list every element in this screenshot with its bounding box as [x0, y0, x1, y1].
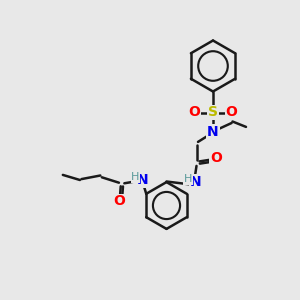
- Text: O: O: [188, 106, 200, 119]
- Text: O: O: [113, 194, 125, 208]
- Text: O: O: [210, 152, 222, 165]
- Text: H: H: [184, 174, 192, 184]
- Text: S: S: [208, 106, 218, 119]
- Text: N: N: [137, 173, 149, 187]
- Text: N: N: [207, 125, 219, 139]
- Text: O: O: [226, 106, 238, 119]
- Text: H: H: [131, 172, 140, 182]
- Text: N: N: [190, 175, 201, 188]
